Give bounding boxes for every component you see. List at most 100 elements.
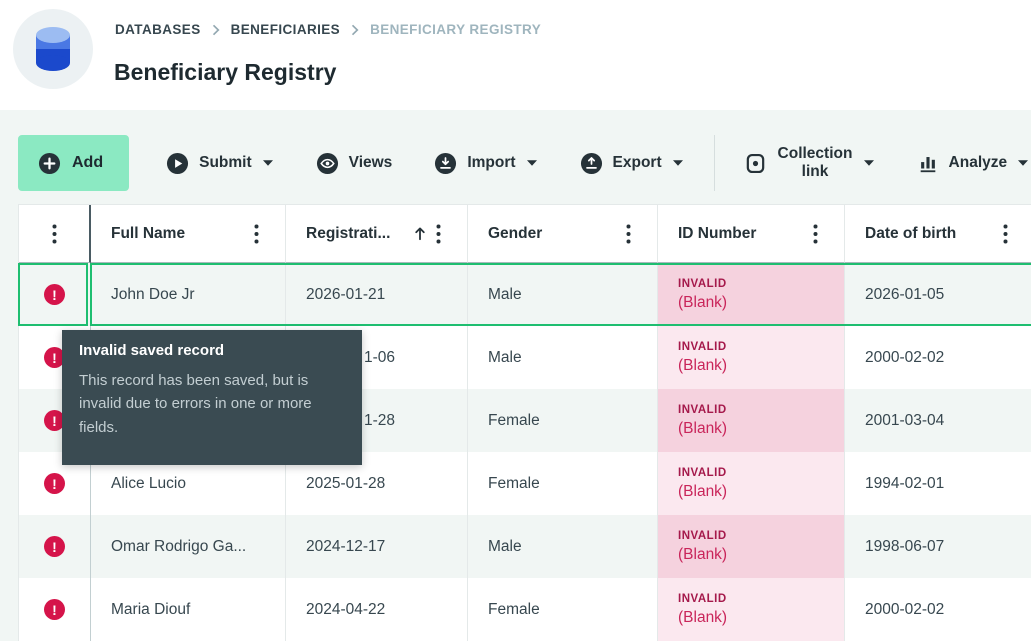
toolbar-items: Submit Views Import Export Collection link An… [145, 135, 1031, 191]
toolbar-button-import[interactable]: Import [413, 135, 558, 191]
error-icon[interactable]: ! [44, 599, 65, 620]
breadcrumb-item-beneficiaries[interactable]: BENEFICIARIES [230, 22, 341, 37]
kebab-icon[interactable] [254, 224, 259, 244]
cell-registration[interactable]: 1-06 [286, 326, 468, 389]
invalid-badge: INVALID [678, 340, 727, 353]
kebab-icon[interactable] [436, 224, 441, 244]
cell-id-number[interactable]: INVALID (Blank) [658, 452, 845, 515]
column-header-registrati-[interactable]: Registrati... [286, 205, 468, 263]
blank-value: (Blank) [678, 482, 728, 500]
device-icon [744, 152, 767, 175]
blank-value: (Blank) [678, 293, 728, 311]
eye-icon [316, 152, 339, 175]
cell-date-of-birth[interactable]: 2000-02-02 [845, 578, 1031, 641]
kebab-icon[interactable] [813, 224, 818, 244]
cell-date-of-birth[interactable]: 1994-02-01 [845, 452, 1031, 515]
cell-full-name[interactable]: Omar Rodrigo Ga... [91, 515, 286, 578]
cell-full-name[interactable]: Maria Diouf [91, 578, 286, 641]
invalid-badge: INVALID [678, 466, 727, 479]
cell-full-name[interactable]: John Doe Jr [91, 263, 286, 326]
cell-id-number[interactable]: INVALID (Blank) [658, 578, 845, 641]
cell-date-of-birth[interactable]: 2001-03-04 [845, 389, 1031, 452]
kebab-icon[interactable] [1003, 224, 1008, 244]
plus-circle-icon [38, 152, 61, 175]
invalid-badge: INVALID [678, 592, 727, 605]
toolbar-button-analyze[interactable]: Analyze [896, 135, 1031, 191]
toolbar-button-submit[interactable]: Submit [145, 135, 295, 191]
toolbar-button-label: Submit [199, 154, 252, 171]
cell-gender[interactable]: Female [468, 389, 658, 452]
cell-id-number[interactable]: INVALID (Blank) [658, 515, 845, 578]
bar-chart-icon [917, 152, 939, 174]
caret-down-icon [863, 159, 875, 167]
kebab-icon[interactable] [626, 224, 631, 244]
cell-gender[interactable]: Female [468, 578, 658, 641]
add-button[interactable]: Add [18, 135, 130, 191]
breadcrumb-item-databases[interactable]: DATABASES [115, 22, 201, 37]
breadcrumb-item-beneficiary-registry: BENEFICIARY REGISTRY [370, 22, 542, 37]
row-error-cell[interactable]: ! [19, 515, 91, 578]
blank-value: (Blank) [678, 419, 728, 437]
error-icon[interactable]: ! [44, 284, 65, 305]
row-error-cell[interactable]: ! [19, 578, 91, 641]
cell-id-number[interactable]: INVALID (Blank) [658, 326, 845, 389]
blank-value: (Blank) [678, 608, 728, 626]
error-icon[interactable]: ! [44, 536, 65, 557]
cell-registration[interactable]: 2024-12-17 [286, 515, 468, 578]
cell-gender[interactable]: Male [468, 515, 658, 578]
column-header-label: Date of birth [865, 224, 957, 242]
chevron-right-icon [351, 24, 359, 36]
error-icon[interactable]: ! [44, 473, 65, 494]
column-header-label: Full Name [111, 224, 186, 242]
column-header-date-of-birth[interactable]: Date of birth [845, 205, 1031, 263]
sort-ascending-icon [413, 226, 427, 241]
cell-date-of-birth[interactable]: 1998-06-07 [845, 515, 1031, 578]
cell-date-of-birth[interactable]: 2026-01-05 [845, 263, 1031, 326]
chevron-right-icon [212, 24, 220, 36]
toolbar: Add Submit Views Import Export Collection li… [18, 135, 1031, 191]
breadcrumb: DATABASES BENEFICIARIES BENEFICIARY REGIST… [115, 22, 541, 37]
column-header-label: Gender [488, 224, 543, 242]
tooltip-body: This record has been saved, but is inval… [79, 372, 312, 436]
add-button-label: Add [72, 154, 104, 171]
play-circle-icon [166, 152, 189, 175]
cell-registration[interactable]: 2026-01-21 [286, 263, 468, 326]
toolbar-button-label: Analyze [948, 154, 1008, 171]
toolbar-button-views[interactable]: Views [295, 135, 414, 191]
cell-id-number[interactable]: INVALID (Blank) [658, 389, 845, 452]
toolbar-button-collection-link[interactable]: Collection link [723, 135, 895, 191]
caret-down-icon [262, 159, 274, 167]
invalid-badge: INVALID [678, 403, 727, 416]
database-avatar [13, 9, 93, 89]
import-icon [434, 152, 457, 175]
toolbar-button-label: Export [612, 154, 662, 171]
toolbar-button-label: Collection link [777, 145, 853, 180]
cell-registration[interactable]: 2024-04-22 [286, 578, 468, 641]
toolbar-button-label: Import [467, 154, 516, 171]
cell-registration[interactable]: 2025-01-28 [286, 452, 468, 515]
tooltip-title: Invalid saved record [79, 342, 225, 359]
column-header-gender[interactable]: Gender [468, 205, 658, 263]
cell-date-of-birth[interactable]: 2000-02-02 [845, 326, 1031, 389]
cell-gender[interactable]: Male [468, 326, 658, 389]
column-header-label: Registrati... [306, 224, 391, 242]
invalid-record-tooltip: Invalid saved record This record has bee… [62, 330, 362, 465]
cell-id-number[interactable]: INVALID (Blank) [658, 263, 845, 326]
toolbar-button-export[interactable]: Export [559, 135, 705, 191]
error-icon[interactable]: ! [44, 410, 65, 431]
row-menu-header-cell[interactable] [19, 205, 91, 263]
toolbar-button-label: Views [348, 154, 393, 171]
caret-down-icon [526, 159, 538, 167]
cell-gender[interactable]: Male [468, 263, 658, 326]
cell-gender[interactable]: Female [468, 452, 658, 515]
invalid-badge: INVALID [678, 277, 727, 290]
column-header-full-name[interactable]: Full Name [91, 205, 286, 263]
caret-down-icon [1017, 159, 1029, 167]
row-error-cell[interactable]: ! [19, 452, 91, 515]
error-icon[interactable]: ! [44, 347, 65, 368]
row-error-cell[interactable]: ! [19, 263, 91, 326]
cell-full-name[interactable]: Alice Lucio [91, 452, 286, 515]
column-header-id-number[interactable]: ID Number [658, 205, 845, 263]
kebab-icon[interactable] [52, 224, 57, 244]
